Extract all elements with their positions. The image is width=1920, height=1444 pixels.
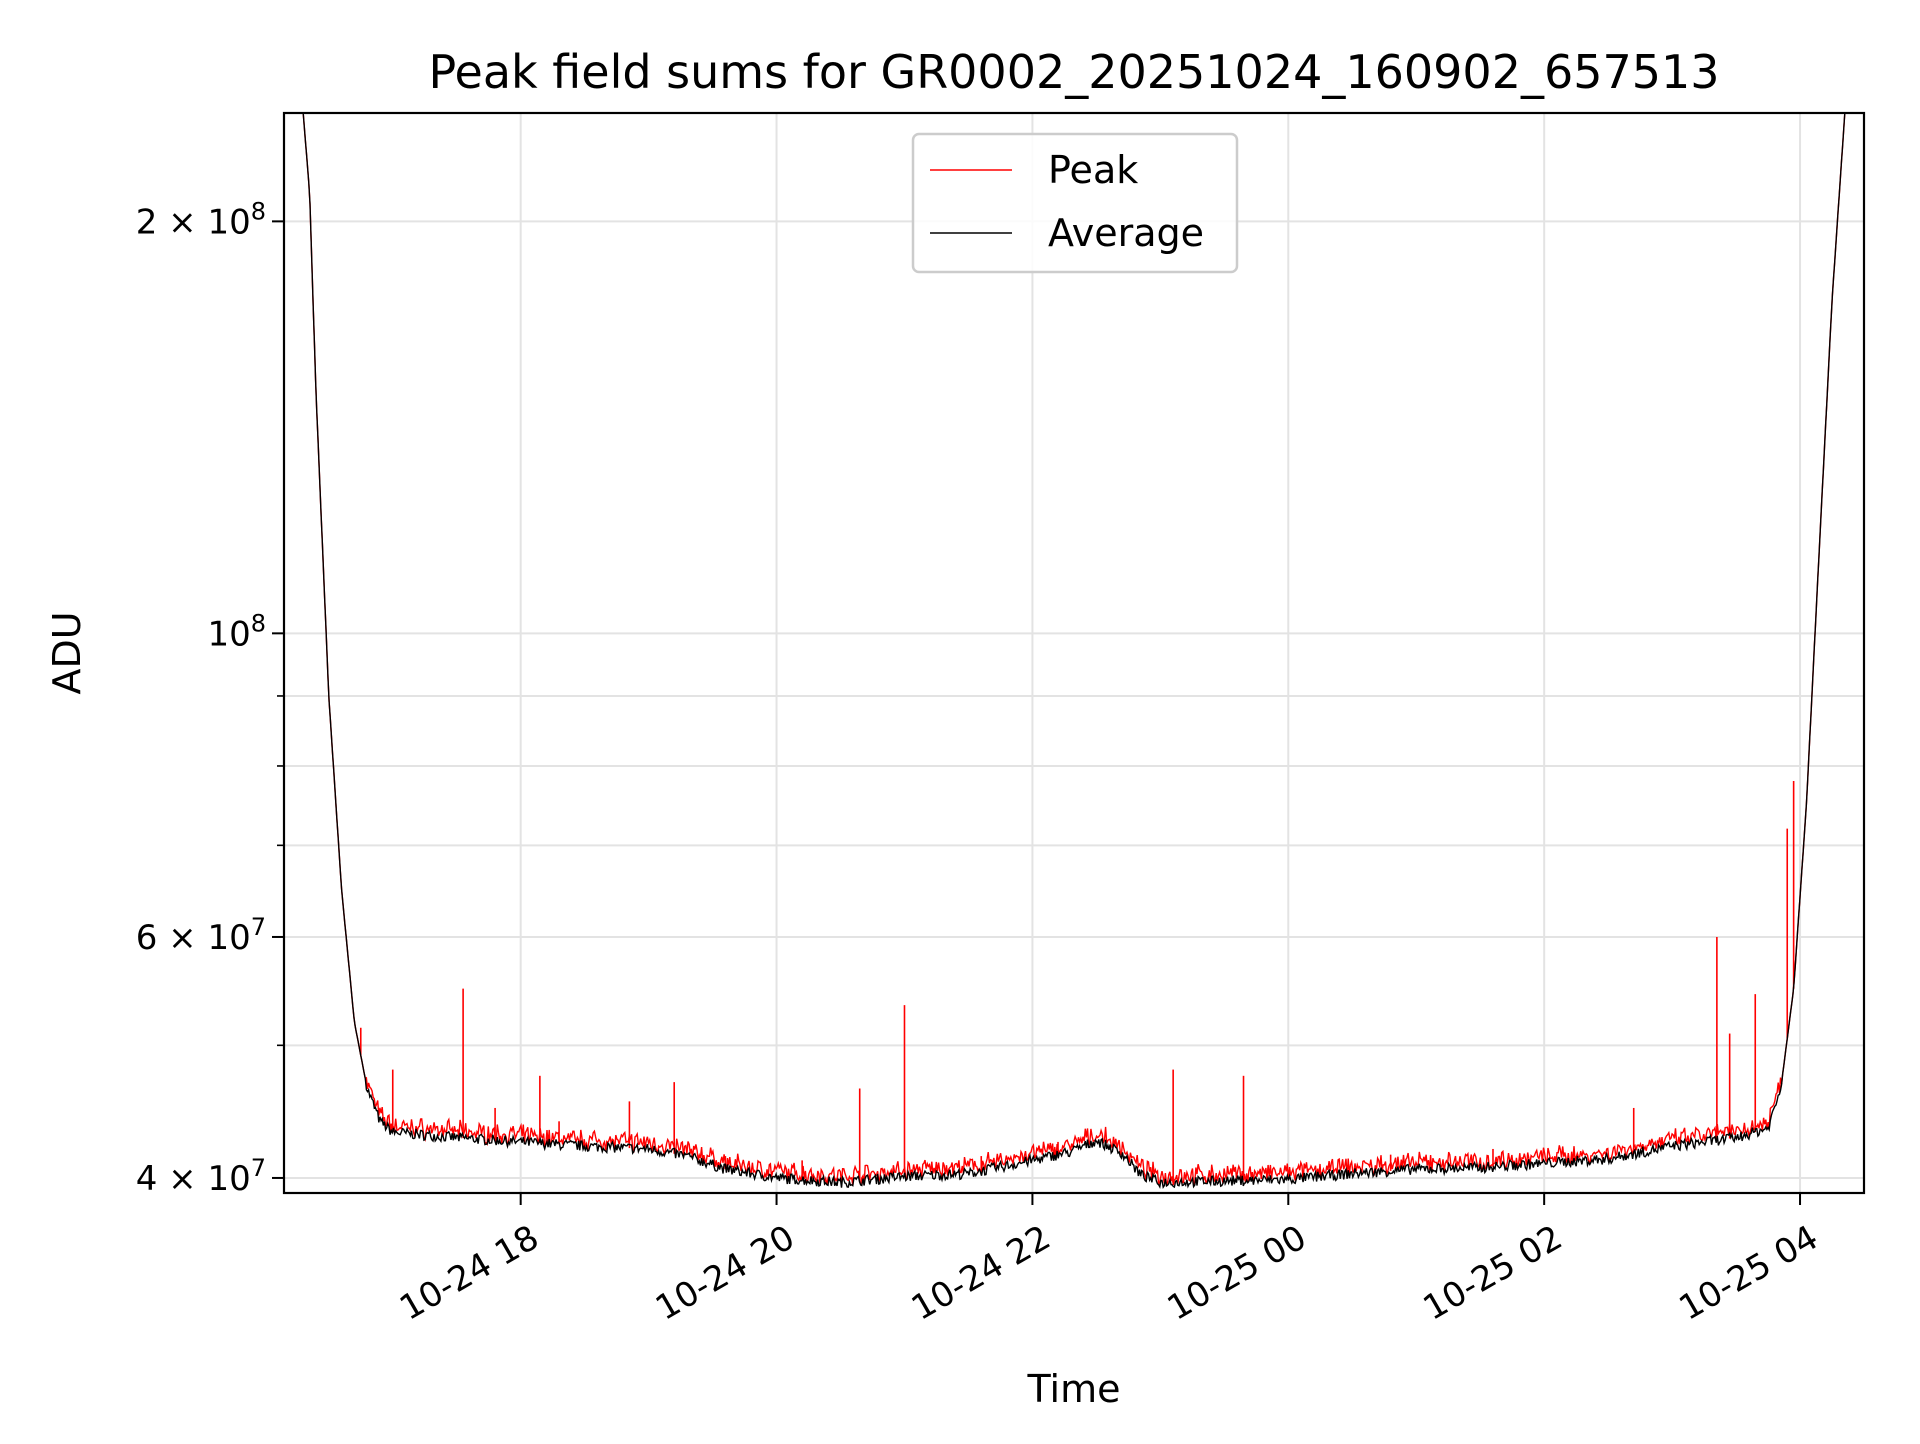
series-average-line [302, 113, 1846, 1190]
series-peak-line [302, 113, 1846, 1186]
y-tick-label: 4 × 107 [136, 1154, 266, 1199]
chart-title: Peak field sums for GR0002_20251024_1609… [428, 45, 1719, 99]
legend-peak-label: Peak [1048, 148, 1138, 192]
x-axis-label: Time [1027, 1367, 1121, 1411]
legend-box [911, 132, 1239, 274]
y-tick-label: 108 [207, 609, 266, 654]
legend-average-label: Average [1048, 211, 1204, 255]
legend: Peak Average [911, 132, 1239, 274]
series-layer [302, 113, 1846, 1190]
plot-frame [282, 111, 1866, 1195]
y-tick-label: 6 × 107 [136, 913, 266, 958]
y-tick-label: 2 × 108 [136, 197, 266, 242]
y-axis-label: ADU [45, 611, 89, 694]
